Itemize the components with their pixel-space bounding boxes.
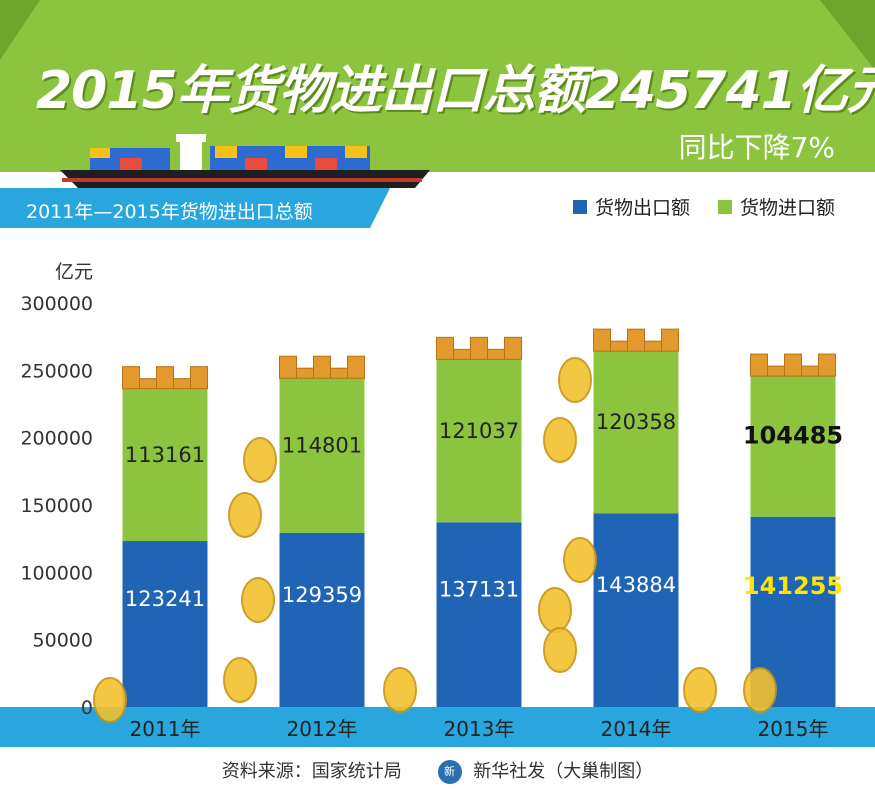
legend-item-export: 货物出口额: [572, 193, 690, 220]
data-label-export: 143884: [596, 573, 676, 597]
legend-swatch-import: [717, 199, 732, 214]
y-tick-label: 100000: [20, 562, 93, 584]
gold-coin-icon: [223, 657, 257, 703]
bar-import-2: [279, 378, 365, 533]
data-label-export: 137131: [439, 578, 519, 602]
header-background: [0, 0, 875, 172]
x-tick-label: 2011年: [130, 717, 201, 741]
y-tick-label: 50000: [33, 630, 93, 652]
data-label-export: 123241: [125, 587, 205, 611]
bar-import-4: [593, 351, 679, 514]
bar-export-3: [436, 522, 522, 707]
bar-import-5: [750, 376, 836, 517]
y-tick-label: 150000: [20, 495, 93, 517]
gold-coin-icon: [93, 677, 127, 723]
coin-stack-icon: [593, 328, 679, 352]
cargo-ship-icon: [60, 134, 430, 188]
x-tick-label: 2012年: [287, 717, 358, 741]
header-corner-left: [0, 0, 40, 60]
source-text: 资料来源：国家统计局: [221, 761, 402, 782]
gold-coin-icon: [383, 667, 417, 713]
y-tick-label: 300000: [20, 293, 93, 315]
gold-coin-icon: [543, 627, 577, 673]
data-label-import: 121037: [439, 419, 519, 443]
header-corner-right: [820, 0, 875, 70]
gold-coin-icon: [241, 577, 275, 623]
section-title: 2011年—2015年货物进出口总额: [26, 201, 313, 223]
y-tick-label: 0: [81, 697, 93, 719]
gold-coin-icon: [558, 357, 592, 403]
gold-coin-icon: [243, 437, 277, 483]
coin-stack-icon: [279, 355, 365, 379]
legend-label-export: 货物出口额: [594, 197, 690, 219]
bar-export-4: [593, 513, 679, 707]
bar-export-2: [279, 532, 365, 707]
bar-export-1: [122, 541, 208, 707]
y-axis-unit: 亿元: [55, 261, 94, 283]
bar-import-1: [122, 388, 208, 542]
legend-item-import: 货物进口额: [717, 193, 835, 220]
gold-coin-icon: [683, 667, 717, 713]
gold-coin-icon: [228, 492, 262, 538]
gold-coin-icon: [543, 417, 577, 463]
gold-coin-icon: [563, 537, 597, 583]
data-label-import: 113161: [125, 443, 205, 467]
source-agency: 新华社发（大巢制图）: [473, 761, 654, 782]
subtitle-banner: [0, 188, 390, 228]
data-label-import: 114801: [282, 433, 362, 457]
data-label-import: 104485: [743, 421, 843, 449]
y-tick-label: 250000: [20, 360, 93, 382]
x-axis-band: [0, 707, 875, 747]
legend-swatch-export: [572, 199, 587, 214]
bar-import-3: [436, 359, 522, 523]
data-label-export: 141255: [743, 572, 843, 600]
y-tick-label: 200000: [20, 428, 93, 450]
legend-label-import: 货物进口额: [739, 197, 835, 219]
source-line: 资料来源：国家统计局 新 新华社发（大巢制图）: [0, 757, 875, 784]
gold-coin-icon: [538, 587, 572, 633]
x-tick-label: 2014年: [601, 717, 672, 741]
page-subtitle: 同比下降7%: [678, 131, 835, 164]
x-tick-label: 2015年: [758, 717, 829, 741]
x-tick-label: 2013年: [444, 717, 515, 741]
data-label-export: 129359: [282, 583, 362, 607]
coin-stack-icon: [750, 353, 836, 377]
chart-legend: 货物出口额 货物进口额: [555, 193, 835, 220]
gold-coin-icon: [743, 667, 777, 713]
xinhua-logo-icon: 新: [437, 760, 462, 784]
data-label-import: 120358: [596, 410, 676, 434]
coin-stack-icon: [122, 366, 208, 390]
coin-stack-icon: [436, 336, 522, 360]
page-title: 2015年货物进出口总额245741亿元: [36, 61, 875, 121]
